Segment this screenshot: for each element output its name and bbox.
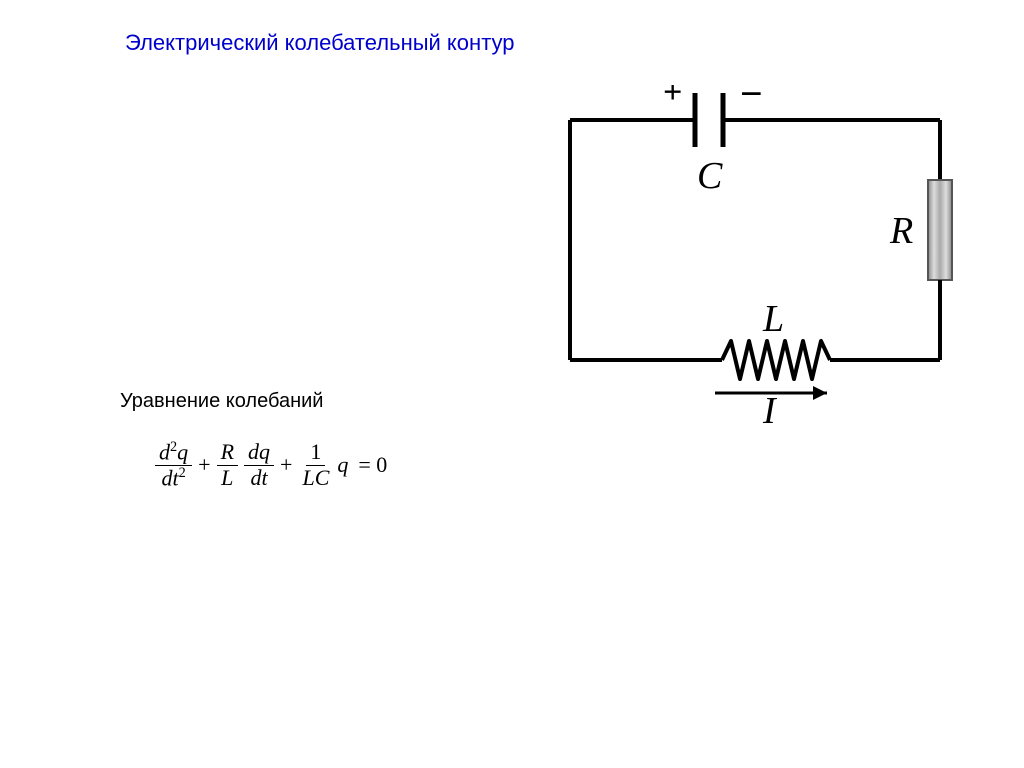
- page-title: Электрический колебательный контур: [125, 30, 515, 56]
- eq-sym: dq: [244, 440, 274, 465]
- oscillation-equation: d2q dt2 + R L dq dt + 1 LC q = 0: [155, 440, 387, 490]
- current-arrow-head: [813, 386, 827, 400]
- eq-q: q: [337, 452, 348, 478]
- fraction-d2q-dt2: d2q dt2: [155, 440, 192, 490]
- eq-sym: R: [217, 440, 238, 465]
- minus-label: −: [740, 85, 763, 116]
- eq-sym: 2: [179, 465, 186, 481]
- inductor-coil: [722, 341, 830, 379]
- fraction-r-l: R L: [217, 440, 238, 489]
- eq-sym: q: [177, 439, 188, 464]
- current-label: I: [762, 390, 778, 425]
- eq-sym: dt: [161, 465, 178, 490]
- rlc-circuit-diagram: + − C R L I: [545, 85, 965, 425]
- plus-label: +: [663, 85, 682, 111]
- equation-label: Уравнение колебаний: [120, 390, 323, 413]
- eq-sym: dt: [246, 466, 271, 490]
- eq-plus: +: [198, 452, 210, 478]
- fraction-1-lc: 1 LC: [298, 440, 333, 489]
- eq-sym: d: [159, 439, 170, 464]
- eq-plus: +: [280, 452, 292, 478]
- capacitor-label: C: [697, 155, 723, 197]
- eq-sym: 1: [306, 440, 325, 465]
- eq-eq: = 0: [358, 452, 387, 478]
- eq-sym: LC: [298, 466, 333, 490]
- fraction-dq-dt: dq dt: [244, 440, 274, 489]
- inductor-label: L: [762, 298, 784, 340]
- resistor: [928, 180, 952, 280]
- eq-sym: L: [217, 466, 237, 490]
- resistor-label: R: [889, 210, 913, 252]
